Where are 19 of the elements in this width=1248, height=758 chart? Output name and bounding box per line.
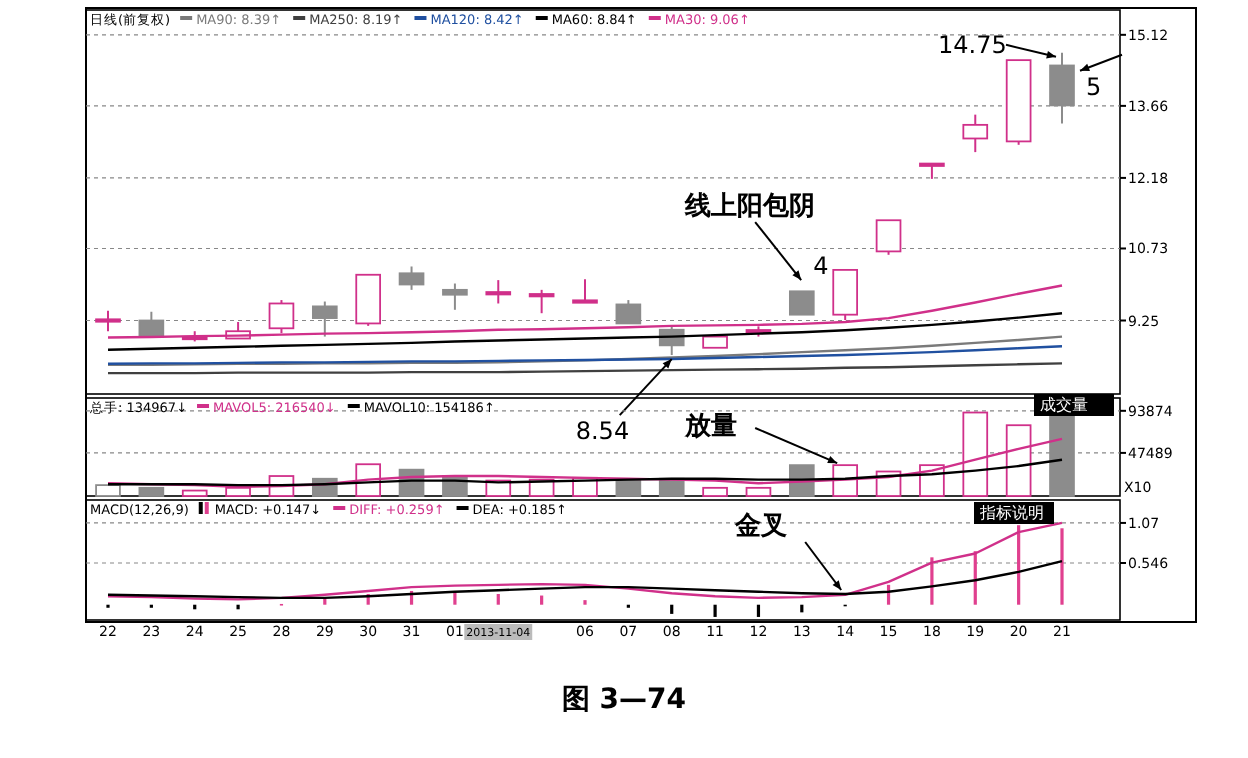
line-series xyxy=(106,458,1064,487)
line-series xyxy=(106,312,1064,351)
annotation: 14.75 xyxy=(938,30,1007,59)
line-series xyxy=(106,335,1064,366)
annotation: 指标说明 xyxy=(978,504,1044,522)
annotation: 4 xyxy=(813,251,829,280)
bar xyxy=(702,486,728,497)
annotation: 放量 xyxy=(683,412,738,442)
line-series xyxy=(106,559,1064,600)
bar xyxy=(95,484,121,497)
annotation: 线上阳包阴 xyxy=(683,192,816,223)
bar xyxy=(138,486,165,497)
line-series xyxy=(106,345,1064,366)
line-series xyxy=(106,284,1064,339)
annotation: 8.54 xyxy=(575,417,630,446)
annotation: 成交量 xyxy=(1040,396,1088,414)
annotation: 金叉 xyxy=(733,512,788,543)
annotation: 5 xyxy=(1086,72,1102,101)
caption: 图 3—74 xyxy=(561,684,687,716)
